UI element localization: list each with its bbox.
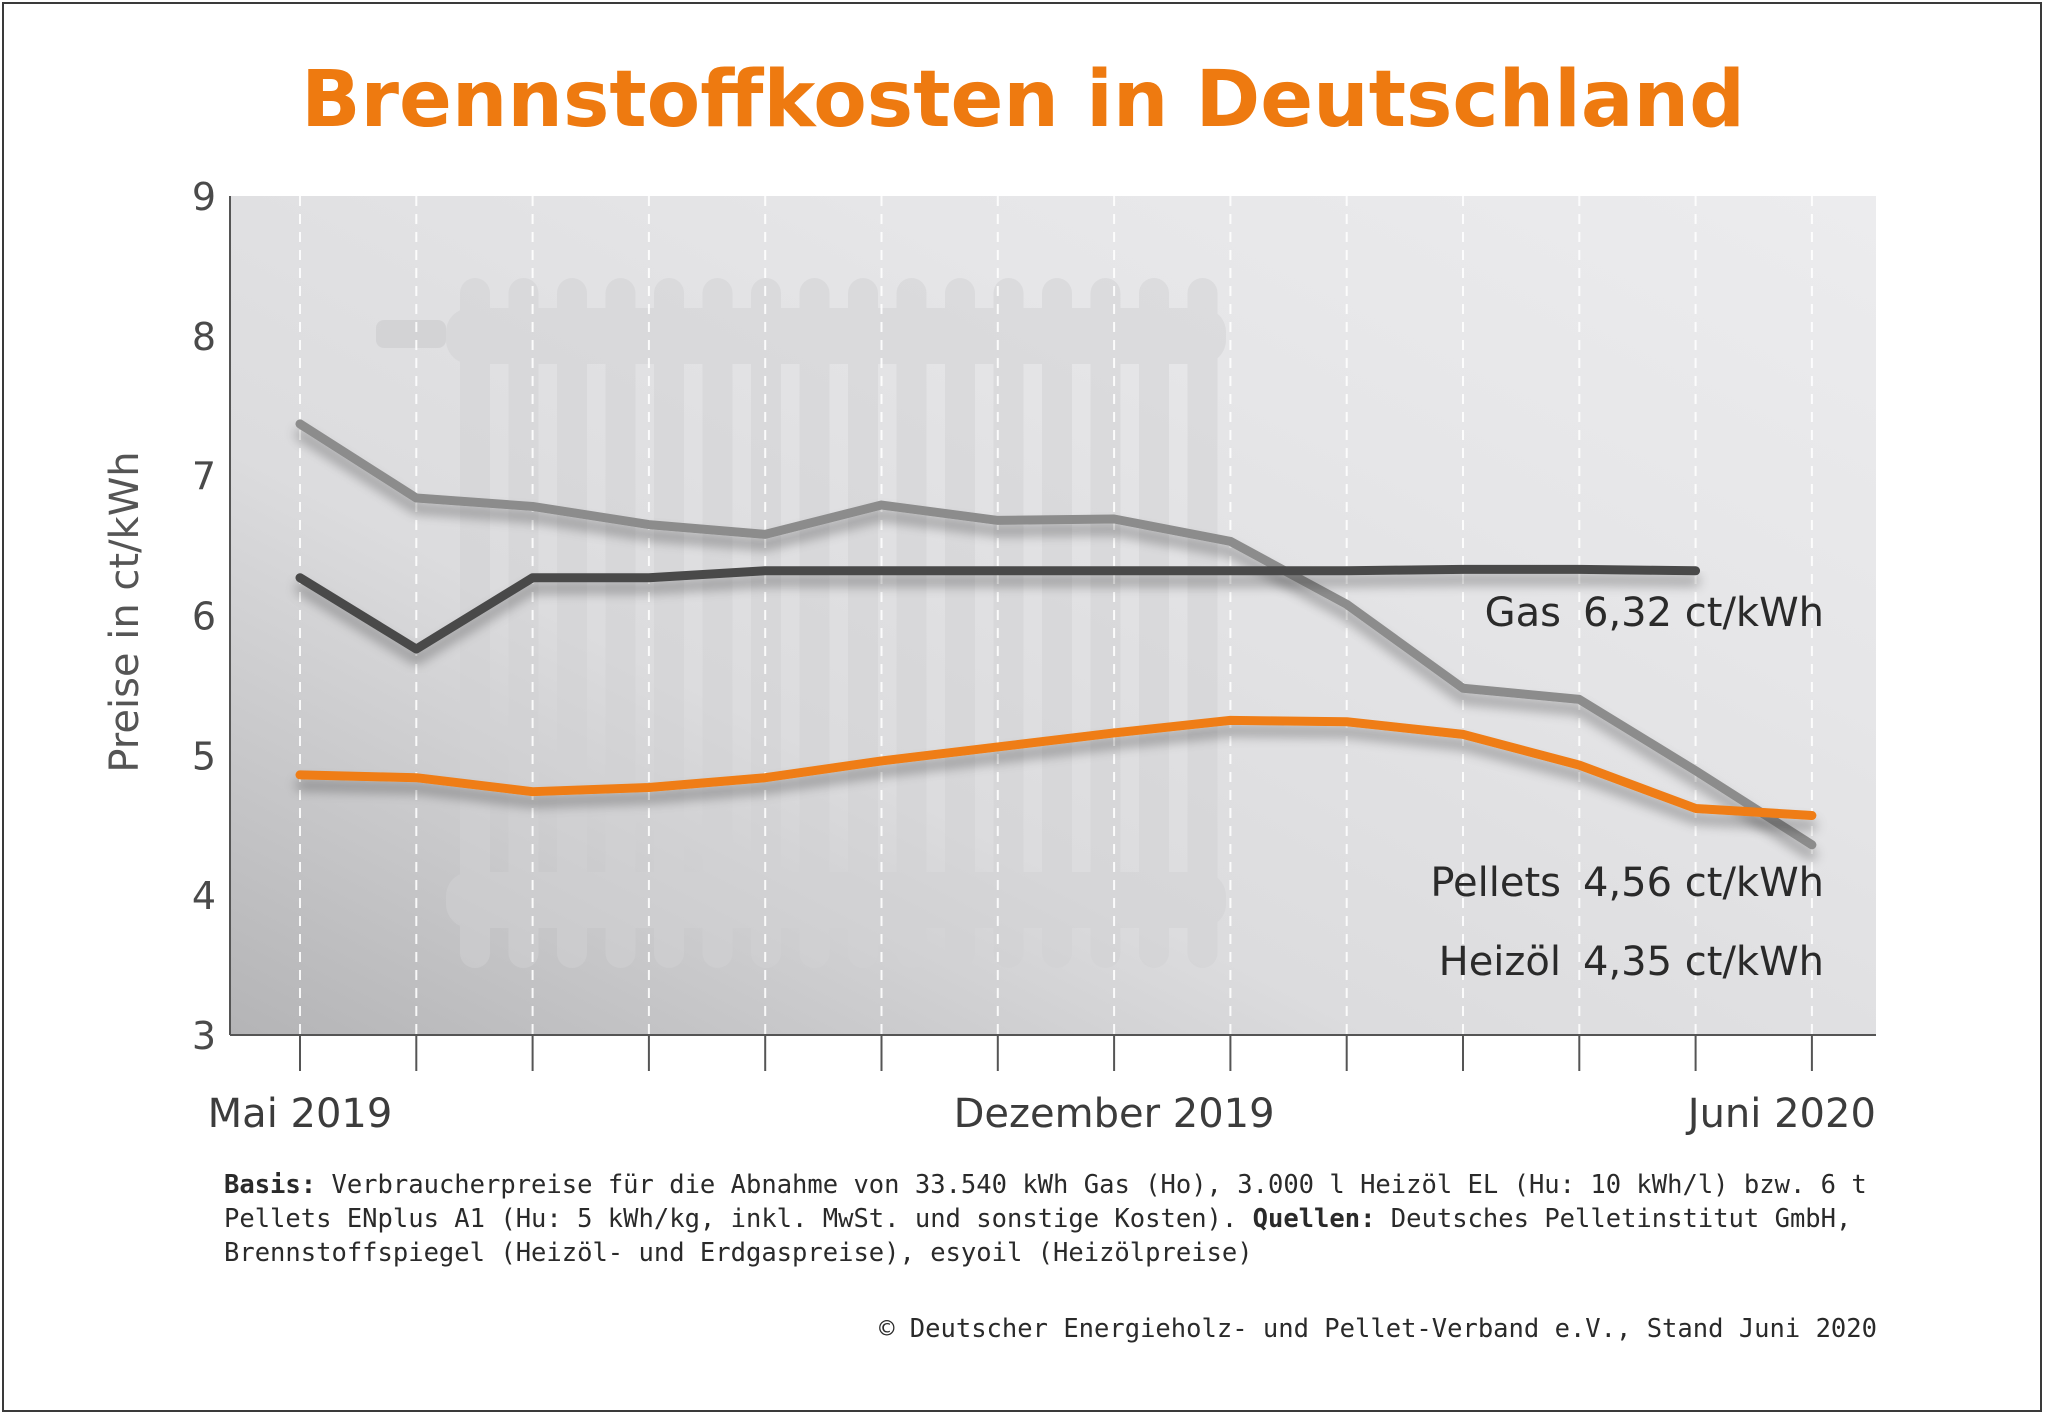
basis-label: Basis:: [224, 1170, 317, 1200]
series-line-gas: [295, 564, 1701, 654]
radiator-rib: [993, 278, 1024, 968]
series-value-gas: 6,32 ct/kWh: [1583, 590, 1824, 636]
y-tick-label: 7: [192, 455, 216, 499]
y-tick-label: 9: [192, 175, 216, 219]
radiator-bottom-bar: [446, 872, 1226, 928]
radiator-rib: [557, 278, 587, 968]
radiator-rib: [751, 278, 781, 968]
y-axis-ticks: 3 4 5 6 7 8 9: [192, 175, 216, 1058]
radiator-rib: [1187, 278, 1218, 968]
quellen-text: Deutsches Pelletinstitut GmbH, Brennstof…: [224, 1204, 1852, 1268]
radiator-rib: [654, 278, 684, 968]
radiator-rib: [799, 278, 830, 968]
series-line-pellets: [295, 715, 1817, 820]
y-tick-label: 4: [192, 874, 216, 918]
series-name-gas: Gas: [1485, 590, 1561, 636]
series-labels: 4,35 ct/kWh Heizöl 6,32 ct/kWh Gas 4,56 ct/k…: [1430, 590, 1824, 985]
radiator-valve: [376, 320, 446, 348]
y-axis-label: Preise in ct/kWh: [102, 451, 148, 772]
footnote-basis: Basis: Verbraucherpreise für die Abnahme…: [224, 1168, 1884, 1270]
series-line-heizoel: [295, 419, 1817, 850]
x-tick-label: Dezember 2019: [954, 1091, 1275, 1137]
series-value-heizoel: 4,35 ct/kWh: [1583, 939, 1824, 985]
radiator-rib: [605, 278, 636, 968]
radiator-rib: [896, 278, 927, 968]
radiator-icon: [376, 278, 1226, 968]
radiator-top-bar: [446, 308, 1226, 364]
series-value-pellets: 4,56 ct/kWh: [1583, 860, 1824, 906]
y-tick-label: 6: [192, 595, 216, 639]
chart-title: Brennstoffkosten in Deutschland: [301, 55, 1745, 145]
radiator-rib: [460, 278, 490, 968]
vertical-gridlines: [299, 196, 1813, 1035]
quellen-label: Quellen:: [1252, 1204, 1376, 1234]
y-tick-label: 3: [192, 1014, 216, 1058]
x-tick-label: Juni 2020: [1685, 1091, 1876, 1137]
x-axis-ticks: Mai 2019 Dezember 2019 Juni 2020: [208, 1035, 1876, 1137]
x-tick-label: Mai 2019: [208, 1091, 393, 1137]
copyright-note: © Deutscher Energieholz- und Pellet-Verb…: [879, 1314, 1877, 1344]
y-tick-label: 8: [192, 315, 216, 359]
series-name-heizoel: Heizöl: [1439, 939, 1561, 985]
radiator-rib: [508, 278, 539, 968]
series-name-pellets: Pellets: [1430, 860, 1561, 906]
y-tick-label: 5: [192, 734, 216, 778]
radiator-rib: [1042, 278, 1072, 968]
radiator-rib: [1090, 278, 1121, 968]
radiator-rib: [702, 278, 733, 968]
basis-text: Verbraucherpreise für die Abnahme von 33…: [224, 1170, 1867, 1234]
radiator-rib: [848, 278, 878, 968]
radiator-rib: [945, 278, 975, 968]
series-lines: [295, 419, 1817, 850]
radiator-rib: [1139, 278, 1169, 968]
